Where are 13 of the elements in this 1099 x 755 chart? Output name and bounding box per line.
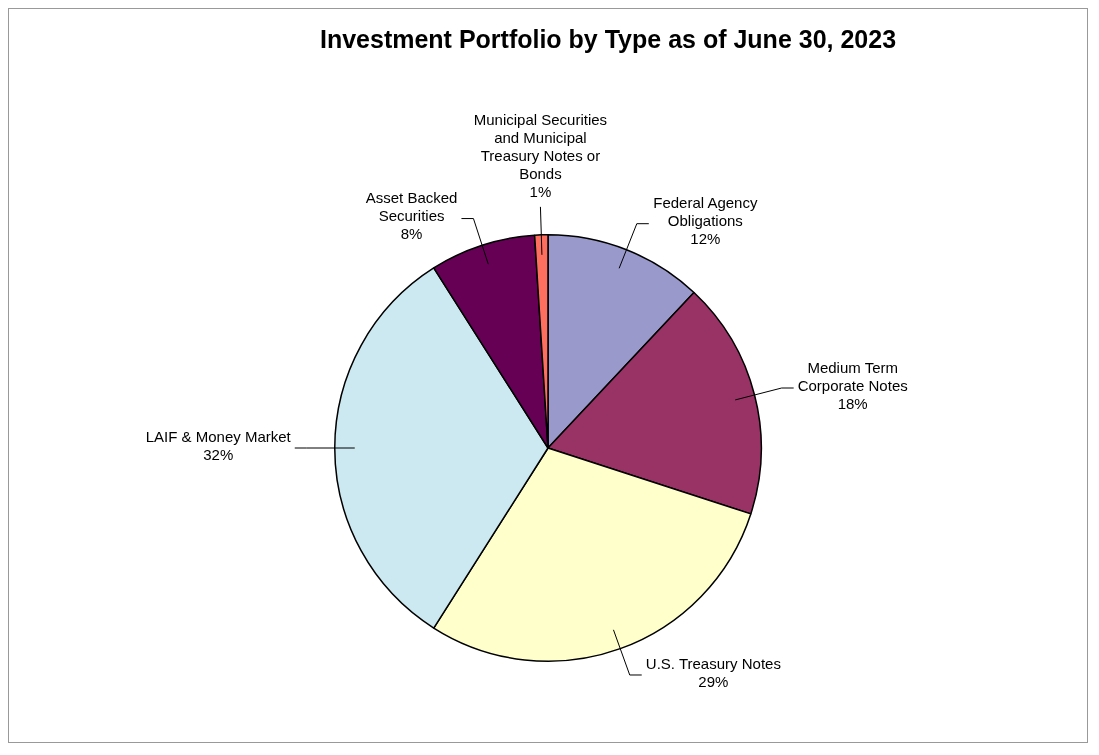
slice-label: Federal Agency Obligations [653, 194, 758, 230]
chart-title: Investment Portfolio by Type as of June 30, 2023 [319, 25, 897, 54]
data-label: 18% [837, 394, 868, 412]
slice-label: Medium Term Corporate Notes [797, 358, 908, 394]
data-label: 1% [529, 182, 552, 200]
data-label: 8% [400, 225, 423, 243]
data-label: 12% [690, 230, 721, 248]
slice-label: LAIF & Money Market [145, 427, 292, 445]
data-label: 32% [203, 445, 234, 463]
data-label: 29% [698, 672, 729, 690]
slice-label: Municipal Securities and Municipal Treasury Notes or Bonds [473, 110, 608, 182]
slice-label: U.S. Treasury Notes [645, 654, 781, 672]
slice-label: Asset Backed Securities [365, 189, 458, 225]
